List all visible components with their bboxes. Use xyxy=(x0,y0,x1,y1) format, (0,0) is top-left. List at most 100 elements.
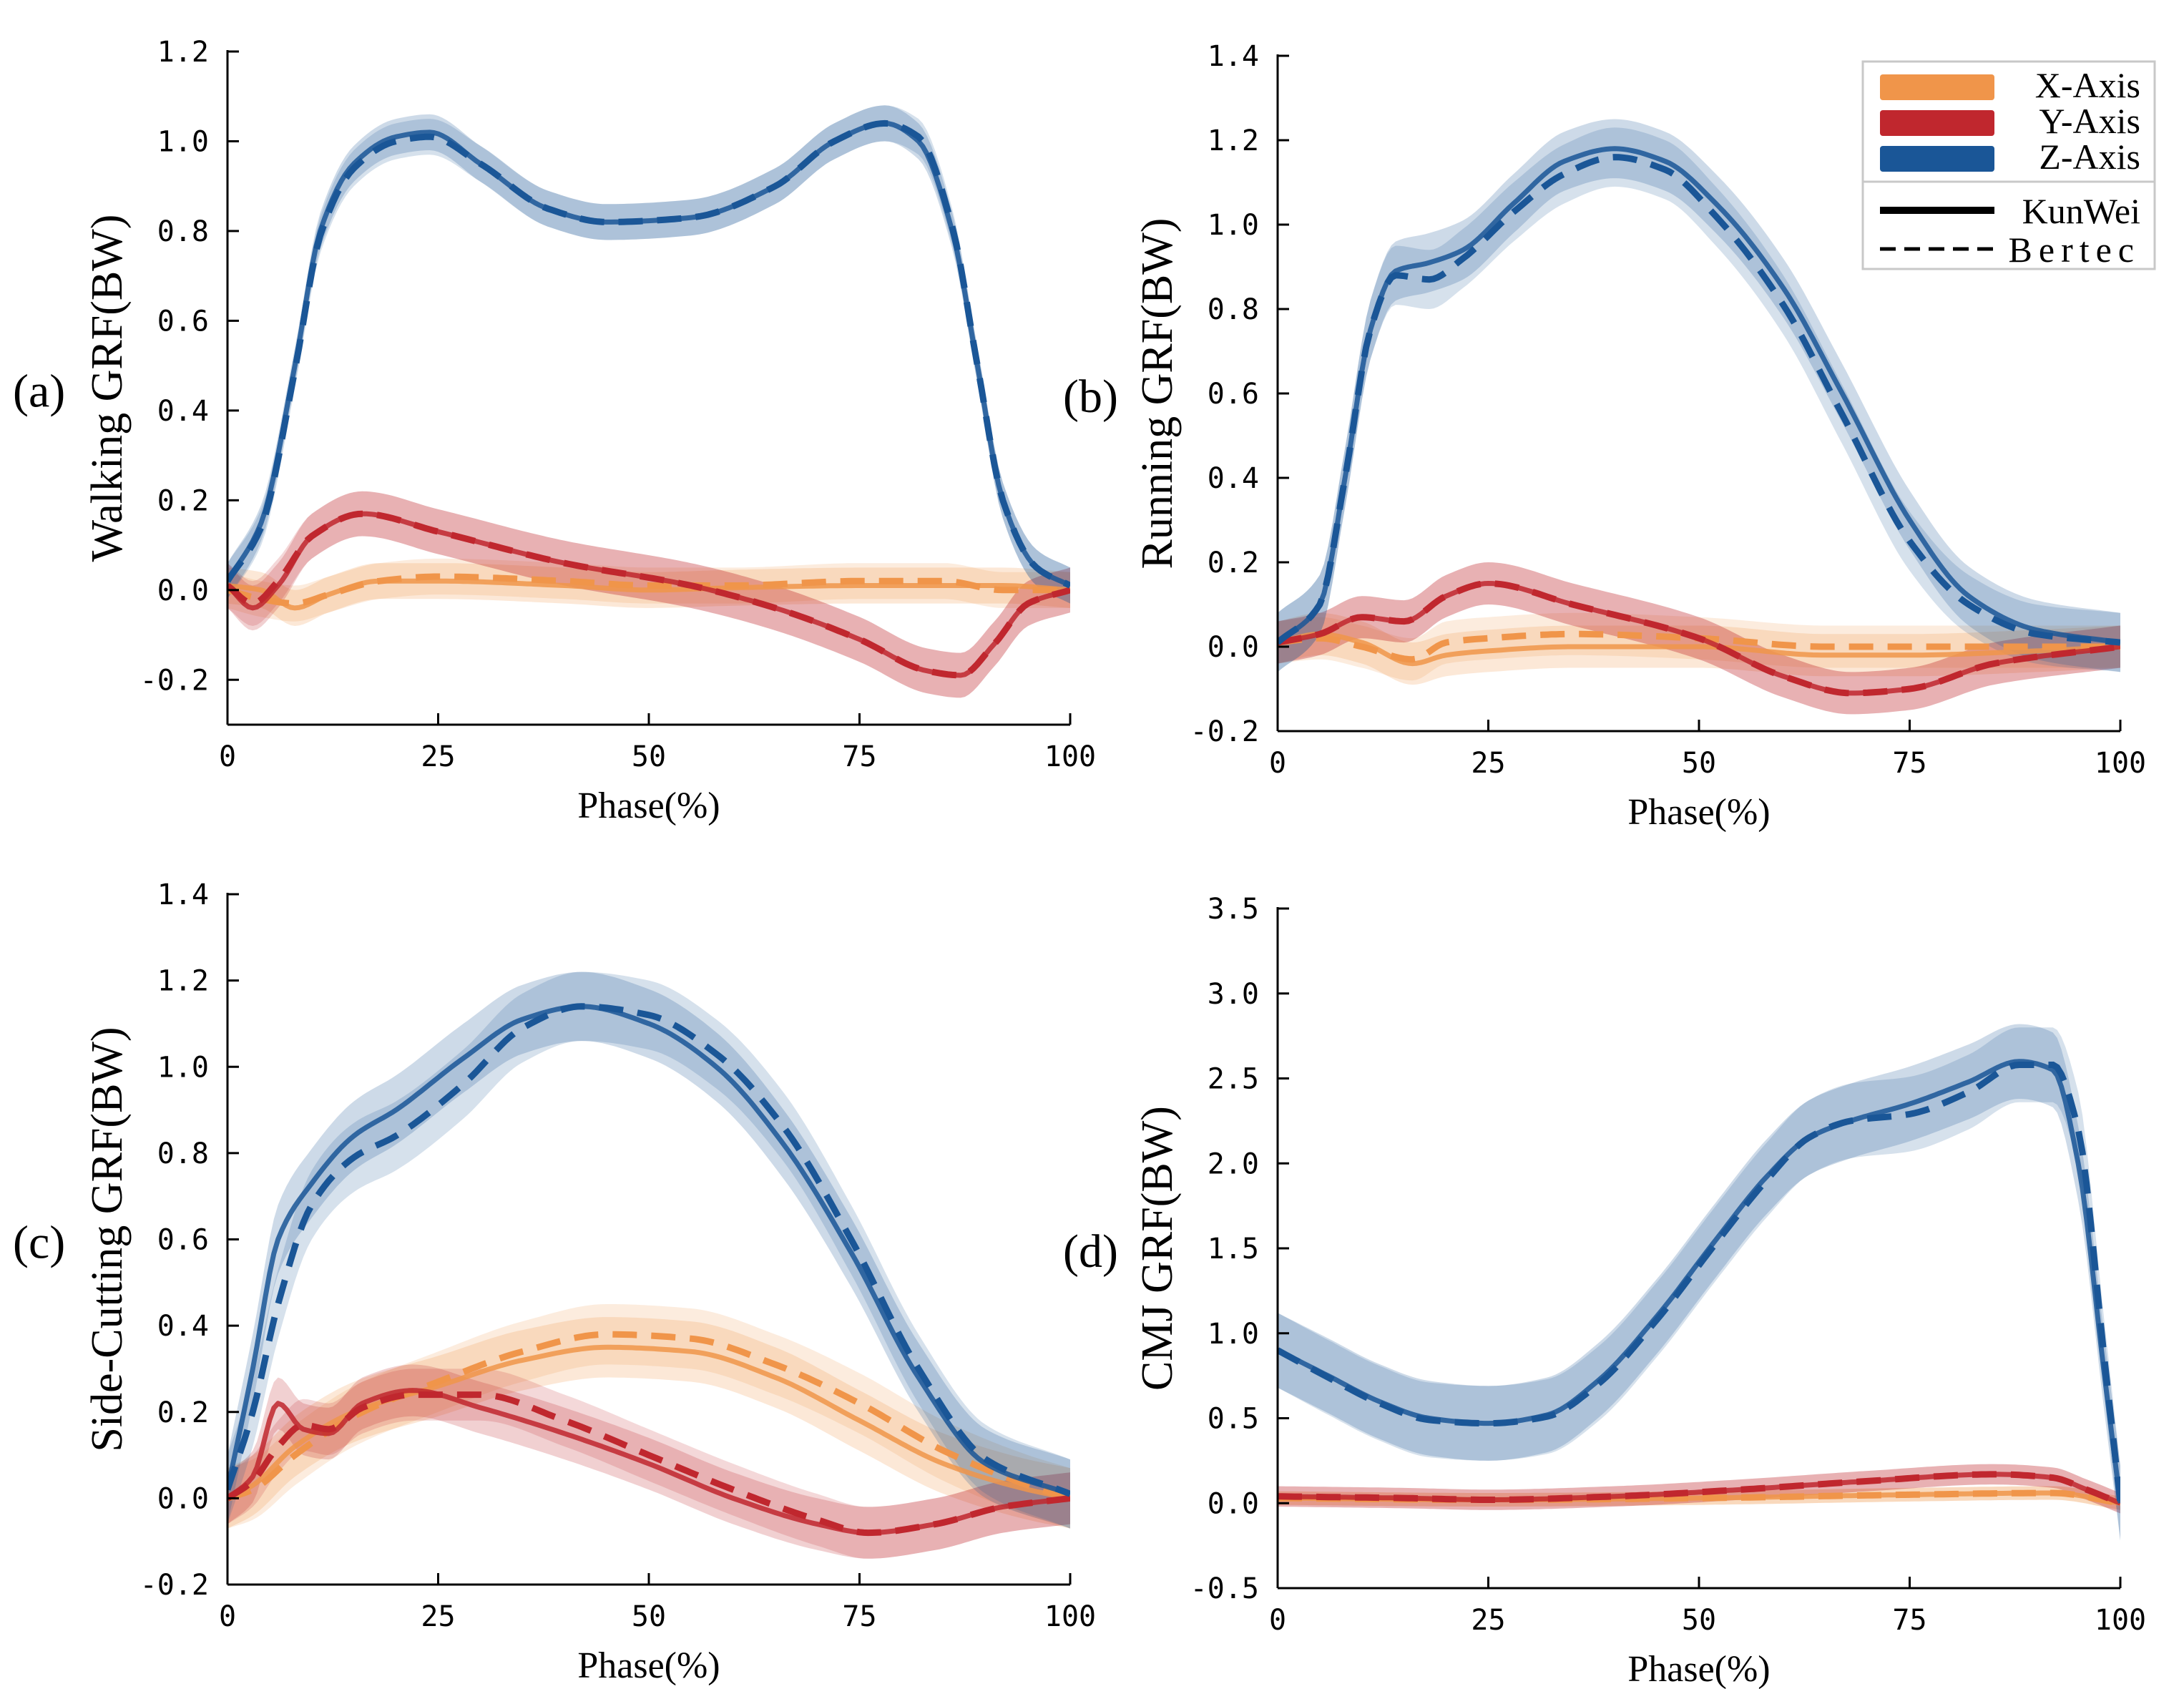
panel-label-d: (d) xyxy=(1063,1225,1118,1278)
x-tick-label-d: 50 xyxy=(1682,1604,1716,1637)
legend-label-kunwei: KunWei xyxy=(2022,191,2140,231)
y-axis-label-a: Walking GRF(BW) xyxy=(83,215,132,562)
legend-label-bertec: Bertec xyxy=(2009,230,2140,270)
panel-a: -0.2 0.0 0.2 0.4 0.6 0.8 1.0 1.2 0 25 50 75 100 Phase… xyxy=(13,36,1096,826)
x-tick-label-b: 0 xyxy=(1269,747,1286,780)
line-b-x-kunwei xyxy=(1278,631,2120,667)
band-d-z-bertec xyxy=(1278,1027,2120,1541)
panel-c: -0.2 0.0 0.2 0.4 0.6 0.8 1.0 1.2 1.4 0 25 50 75 100 Ph… xyxy=(13,878,1096,1686)
line-a-z-bertec xyxy=(227,119,1070,589)
y-tick-label-b: -0.2 xyxy=(1190,715,1259,748)
panel-d: -0.5 0.0 0.5 1.0 1.5 2.0 2.5 3.0 3.5 0 25 50 75 100 Ph… xyxy=(1063,893,2146,1689)
line-c-x-bertec xyxy=(227,1331,1070,1502)
x-axis-label-d: Phase(%) xyxy=(1627,1649,1770,1689)
y-tick-label-b: 0.4 xyxy=(1208,462,1259,495)
y-tick-label-c: 0.2 xyxy=(157,1396,209,1429)
y-tick-label-c: 1.0 xyxy=(157,1051,209,1084)
panel-b: -0.2 0.0 0.2 0.4 0.6 0.8 1.0 1.2 1.4 0 25 50 75 100 Ph… xyxy=(1063,40,2146,833)
x-tick-label-d: 0 xyxy=(1269,1604,1286,1637)
legend-swatch-x-axis xyxy=(1880,74,1994,100)
panel-label-a: (a) xyxy=(13,366,65,418)
y-axis-label-c: Side-Cutting GRF(BW) xyxy=(83,1027,132,1451)
line-c-y-bertec xyxy=(227,1391,1070,1537)
legend-swatch-z-axis xyxy=(1880,146,1994,172)
x-tick-label-c: 75 xyxy=(842,1600,876,1633)
x-tick-label-b: 100 xyxy=(2095,747,2146,780)
legend-label-x-axis: X-Axis xyxy=(2035,65,2140,105)
y-tick-label-a: 0.4 xyxy=(157,395,209,428)
y-tick-label-a: 1.2 xyxy=(157,36,209,69)
plot-area-d xyxy=(1278,1024,2120,1541)
x-tick-label-b: 25 xyxy=(1471,747,1505,780)
x-tick-label-c: 100 xyxy=(1044,1600,1096,1633)
line-d-z-bertec xyxy=(1278,1062,2120,1504)
x-tick-label-c: 0 xyxy=(219,1600,236,1633)
y-tick-label-b: 1.0 xyxy=(1208,209,1259,242)
y-tick-label-a: 1.0 xyxy=(157,125,209,158)
x-axis-label-c: Phase(%) xyxy=(577,1645,720,1686)
x-tick-label-a: 25 xyxy=(421,740,455,773)
y-tick-label-d: 3.5 xyxy=(1208,893,1259,926)
y-tick-label-d: 2.0 xyxy=(1208,1147,1259,1180)
y-tick-label-a: 0.6 xyxy=(157,305,209,338)
line-b-z-kunwei xyxy=(1278,146,2120,645)
x-axis-label-a: Phase(%) xyxy=(577,785,720,826)
y-tick-label-d: 0.5 xyxy=(1208,1403,1259,1436)
legend-swatch-y-axis xyxy=(1880,110,1994,136)
y-tick-label-d: 2.5 xyxy=(1208,1063,1259,1096)
x-tick-label-d: 75 xyxy=(1892,1604,1926,1637)
band-c-z-bertec xyxy=(227,971,1070,1529)
line-c-z-kunwei xyxy=(227,1004,1070,1497)
y-tick-label-b: 0.8 xyxy=(1208,293,1259,326)
line-a-x-bertec xyxy=(227,573,1070,607)
y-tick-label-d: 1.0 xyxy=(1208,1318,1259,1351)
line-a-y-bertec xyxy=(227,510,1070,679)
y-tick-label-b: 0.6 xyxy=(1208,378,1259,411)
y-tick-label-d: 3.0 xyxy=(1208,978,1259,1011)
panel-label-c: (c) xyxy=(13,1217,65,1269)
band-b-z-bertec xyxy=(1278,127,2120,672)
y-tick-label-a: 0.0 xyxy=(157,574,209,607)
y-axis-label-d: CMJ GRF(BW) xyxy=(1133,1106,1182,1391)
plot-area-b xyxy=(1278,119,2120,715)
band-c-z-kunwei xyxy=(227,971,1070,1529)
y-tick-label-d: 0.0 xyxy=(1208,1487,1259,1520)
band-a-z-bertec xyxy=(227,105,1070,604)
y-tick-label-c: 1.2 xyxy=(157,965,209,998)
y-tick-label-c: 0.0 xyxy=(157,1482,209,1515)
y-tick-label-b: 1.4 xyxy=(1208,40,1259,73)
legend-label-y-axis: Y-Axis xyxy=(2039,101,2140,141)
x-tick-label-a: 50 xyxy=(632,740,666,773)
y-tick-label-b: 1.2 xyxy=(1208,124,1259,157)
x-tick-label-a: 0 xyxy=(219,740,236,773)
line-c-y-kunwei xyxy=(227,1388,1070,1536)
band-b-z-kunwei xyxy=(1278,119,2120,672)
y-tick-label-c: -0.2 xyxy=(140,1569,209,1602)
y-tick-label-a: 0.8 xyxy=(157,215,209,248)
y-tick-label-c: 0.8 xyxy=(157,1137,209,1170)
band-c-x-bertec xyxy=(227,1304,1070,1529)
band-a-y-kunwei xyxy=(227,491,1070,698)
plot-area-c xyxy=(227,971,1070,1559)
y-axis-label-b: Running GRF(BW) xyxy=(1133,218,1182,569)
x-tick-label-c: 25 xyxy=(421,1600,455,1633)
plot-area-a xyxy=(227,105,1070,698)
x-tick-label-d: 25 xyxy=(1471,1604,1505,1637)
band-a-z-kunwei xyxy=(227,105,1070,604)
x-tick-label-a: 100 xyxy=(1044,740,1096,773)
x-axis-label-b: Phase(%) xyxy=(1627,792,1770,833)
line-d-x-bertec xyxy=(1278,1489,2120,1507)
line-c-z-bertec xyxy=(227,1003,1070,1497)
line-d-y-bertec xyxy=(1278,1471,2120,1507)
y-tick-label-d: -0.5 xyxy=(1190,1572,1259,1605)
band-d-z-kunwei xyxy=(1278,1024,2120,1541)
x-tick-label-b: 50 xyxy=(1682,747,1716,780)
y-tick-label-b: 0.0 xyxy=(1208,631,1259,664)
line-b-y-bertec xyxy=(1278,579,2120,697)
x-tick-label-a: 75 xyxy=(842,740,876,773)
y-tick-label-c: 0.6 xyxy=(157,1224,209,1257)
y-tick-label-a: 0.2 xyxy=(157,484,209,517)
y-tick-label-d: 1.5 xyxy=(1208,1233,1259,1265)
y-tick-label-b: 0.2 xyxy=(1208,547,1259,579)
